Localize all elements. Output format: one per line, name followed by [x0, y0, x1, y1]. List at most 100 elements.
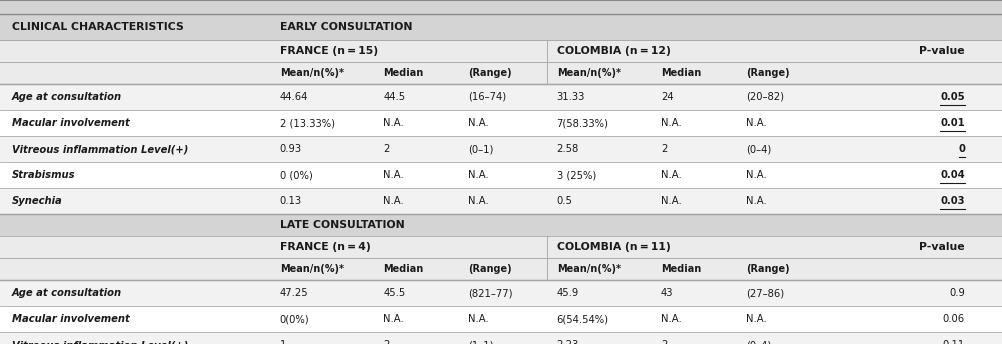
Text: N.A.: N.A.	[745, 118, 767, 128]
Text: N.A.: N.A.	[468, 170, 489, 180]
Text: (Range): (Range)	[745, 264, 789, 274]
Bar	[0, 14, 1002, 40]
Text: Mean/n(%)*: Mean/n(%)*	[280, 264, 344, 274]
Text: N.A.: N.A.	[383, 170, 404, 180]
Bar	[0, 280, 1002, 306]
Bar	[0, 236, 1002, 258]
Text: FRANCE (n = 4): FRANCE (n = 4)	[280, 242, 370, 252]
Text: Median: Median	[383, 68, 423, 78]
Text: N.A.: N.A.	[660, 170, 681, 180]
Text: 0.03: 0.03	[940, 196, 964, 206]
Text: (821–77): (821–77)	[468, 288, 512, 298]
Bar	[0, 40, 1002, 62]
Text: (Range): (Range)	[745, 68, 789, 78]
Bar	[0, 162, 1002, 188]
Text: N.A.: N.A.	[660, 118, 681, 128]
Text: 0.9: 0.9	[948, 288, 964, 298]
Text: 47.25: 47.25	[280, 288, 309, 298]
Text: 2: 2	[383, 144, 389, 154]
Text: Strabismus: Strabismus	[12, 170, 75, 180]
Text: 44.64: 44.64	[280, 92, 308, 102]
Text: (Range): (Range)	[468, 264, 511, 274]
Text: 43: 43	[660, 288, 672, 298]
Bar	[0, 214, 1002, 236]
Text: 0 (0%): 0 (0%)	[280, 170, 313, 180]
Text: 3 (25%): 3 (25%)	[556, 170, 595, 180]
Text: Macular involvement: Macular involvement	[12, 314, 129, 324]
Bar	[0, 136, 1002, 162]
Text: N.A.: N.A.	[745, 170, 767, 180]
Text: 2 (13.33%): 2 (13.33%)	[280, 118, 335, 128]
Text: 2.58: 2.58	[556, 144, 578, 154]
Text: N.A.: N.A.	[660, 196, 681, 206]
Bar	[0, 0, 1002, 14]
Text: 0.01: 0.01	[939, 118, 964, 128]
Text: 1: 1	[280, 340, 286, 344]
Text: N.A.: N.A.	[745, 314, 767, 324]
Text: 0.04: 0.04	[939, 170, 964, 180]
Text: N.A.: N.A.	[660, 314, 681, 324]
Text: 0.93: 0.93	[280, 144, 302, 154]
Text: 2: 2	[383, 340, 389, 344]
Text: COLOMBIA (n = 11): COLOMBIA (n = 11)	[556, 242, 669, 252]
Text: P-value: P-value	[919, 242, 964, 252]
Text: Age at consultation: Age at consultation	[12, 92, 122, 102]
Text: 0.05: 0.05	[939, 92, 964, 102]
Text: N.A.: N.A.	[383, 196, 404, 206]
Text: FRANCE (n = 15): FRANCE (n = 15)	[280, 46, 378, 56]
Text: Synechia: Synechia	[12, 196, 63, 206]
Text: 2.23: 2.23	[556, 340, 578, 344]
Text: 0.11: 0.11	[942, 340, 964, 344]
Text: LATE CONSULTATION: LATE CONSULTATION	[280, 220, 404, 230]
Text: 24: 24	[660, 92, 673, 102]
Text: P-value: P-value	[919, 46, 964, 56]
Bar	[0, 258, 1002, 280]
Bar	[0, 332, 1002, 344]
Bar	[0, 62, 1002, 84]
Text: Vitreous inflammation Level(+): Vitreous inflammation Level(+)	[12, 144, 188, 154]
Text: 0(0%): 0(0%)	[280, 314, 310, 324]
Bar	[0, 188, 1002, 214]
Text: N.A.: N.A.	[745, 196, 767, 206]
Text: Mean/n(%)*: Mean/n(%)*	[280, 68, 344, 78]
Text: N.A.: N.A.	[383, 118, 404, 128]
Bar	[0, 110, 1002, 136]
Text: (Range): (Range)	[468, 68, 511, 78]
Text: 0.5: 0.5	[556, 196, 572, 206]
Text: 6(54.54%): 6(54.54%)	[556, 314, 608, 324]
Text: (0–4): (0–4)	[745, 340, 771, 344]
Text: (1–1): (1–1)	[468, 340, 493, 344]
Bar	[0, 306, 1002, 332]
Text: COLOMBIA (n = 12): COLOMBIA (n = 12)	[556, 46, 670, 56]
Text: Age at consultation: Age at consultation	[12, 288, 122, 298]
Text: 0: 0	[957, 144, 964, 154]
Text: (16–74): (16–74)	[468, 92, 506, 102]
Text: EARLY CONSULTATION: EARLY CONSULTATION	[280, 22, 412, 32]
Text: Macular involvement: Macular involvement	[12, 118, 129, 128]
Text: 44.5: 44.5	[383, 92, 405, 102]
Text: (27–86): (27–86)	[745, 288, 784, 298]
Text: CLINICAL CHARACTERISTICS: CLINICAL CHARACTERISTICS	[12, 22, 183, 32]
Text: (0–1): (0–1)	[468, 144, 493, 154]
Text: Vitreous inflammation Level(+): Vitreous inflammation Level(+)	[12, 340, 188, 344]
Text: 0.06: 0.06	[942, 314, 964, 324]
Text: 45.5: 45.5	[383, 288, 405, 298]
Text: 2: 2	[660, 340, 666, 344]
Text: Mean/n(%)*: Mean/n(%)*	[556, 264, 620, 274]
Bar	[0, 84, 1002, 110]
Text: N.A.: N.A.	[468, 196, 489, 206]
Text: N.A.: N.A.	[383, 314, 404, 324]
Text: 2: 2	[660, 144, 666, 154]
Text: Median: Median	[660, 68, 700, 78]
Text: N.A.: N.A.	[468, 314, 489, 324]
Text: Median: Median	[383, 264, 423, 274]
Text: (0–4): (0–4)	[745, 144, 771, 154]
Text: Median: Median	[660, 264, 700, 274]
Text: 7(58.33%): 7(58.33%)	[556, 118, 608, 128]
Text: (20–82): (20–82)	[745, 92, 784, 102]
Text: 0.13: 0.13	[280, 196, 302, 206]
Text: 45.9: 45.9	[556, 288, 578, 298]
Text: Mean/n(%)*: Mean/n(%)*	[556, 68, 620, 78]
Text: 31.33: 31.33	[556, 92, 584, 102]
Text: N.A.: N.A.	[468, 118, 489, 128]
